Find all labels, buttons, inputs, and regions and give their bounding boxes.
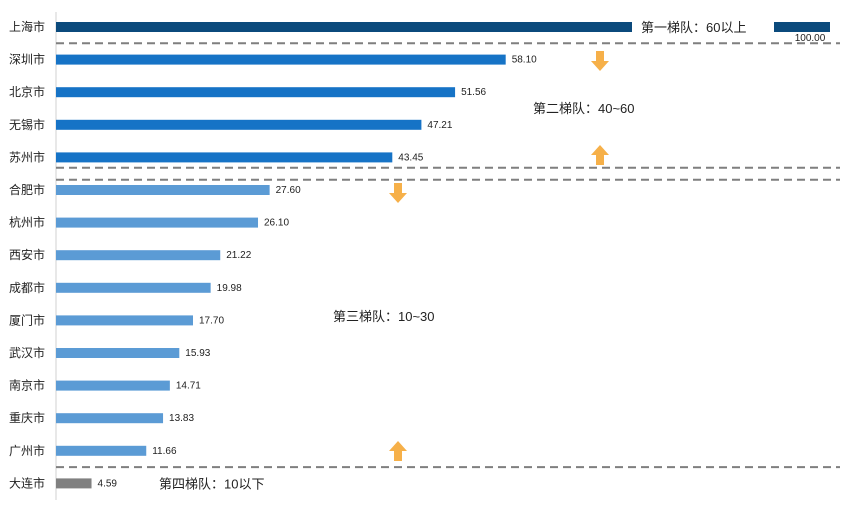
category-label: 西安市 [9,247,45,262]
bar [56,217,259,228]
category-label: 武汉市 [9,345,45,360]
tier-label: 第一梯队：60以上 [641,20,746,35]
value-label: 58.10 [512,55,537,66]
value-label: 11.66 [152,446,177,457]
category-label: 北京市 [9,84,45,99]
bar [56,413,164,424]
bar [56,282,211,293]
category-label: 杭州市 [9,215,45,230]
category-label: 重庆市 [9,410,45,425]
arrow-up-icon [389,441,407,461]
bar [56,478,92,489]
bar [56,445,147,456]
bar [56,119,422,130]
value-label: 26.10 [264,218,289,229]
tier-label-background [632,18,774,36]
bar [56,152,393,163]
category-label: 合肥市 [9,182,45,197]
category-label: 广州市 [9,443,45,458]
category-label: 南京市 [9,378,45,393]
bar [56,185,270,195]
value-label: 51.56 [461,87,486,98]
bar [56,87,456,98]
arrow-down-icon [389,183,407,203]
value-label: 27.60 [276,185,301,196]
value-label: 100.00 [795,33,826,44]
arrow-down-icon [591,51,609,71]
tier-label: 第二梯队：40~60 [533,101,635,116]
category-label: 大连市 [9,475,45,490]
category-label: 成都市 [9,280,45,295]
bar [56,54,506,65]
category-label: 上海市 [9,19,45,34]
tier-label: 第四梯队：10以下 [159,476,264,491]
value-label: 19.98 [217,283,242,294]
category-label: 深圳市 [9,52,45,67]
category-label: 厦门市 [9,312,45,327]
value-label: 17.70 [199,315,224,326]
value-label: 43.45 [398,152,423,163]
value-label: 13.83 [169,413,194,424]
value-label: 4.59 [98,478,118,489]
value-label: 15.93 [185,348,210,359]
arrow-up-icon [591,145,609,165]
bar [56,315,193,326]
bar [56,380,170,391]
value-label: 21.22 [226,250,251,261]
tier-label: 第三梯队：10~30 [333,309,435,324]
category-label: 苏州市 [9,149,45,164]
bar [56,22,830,32]
value-label: 47.21 [427,120,452,131]
bar [56,348,180,358]
bar [56,250,221,261]
category-label: 无锡市 [9,117,45,132]
value-label: 14.71 [176,381,201,392]
